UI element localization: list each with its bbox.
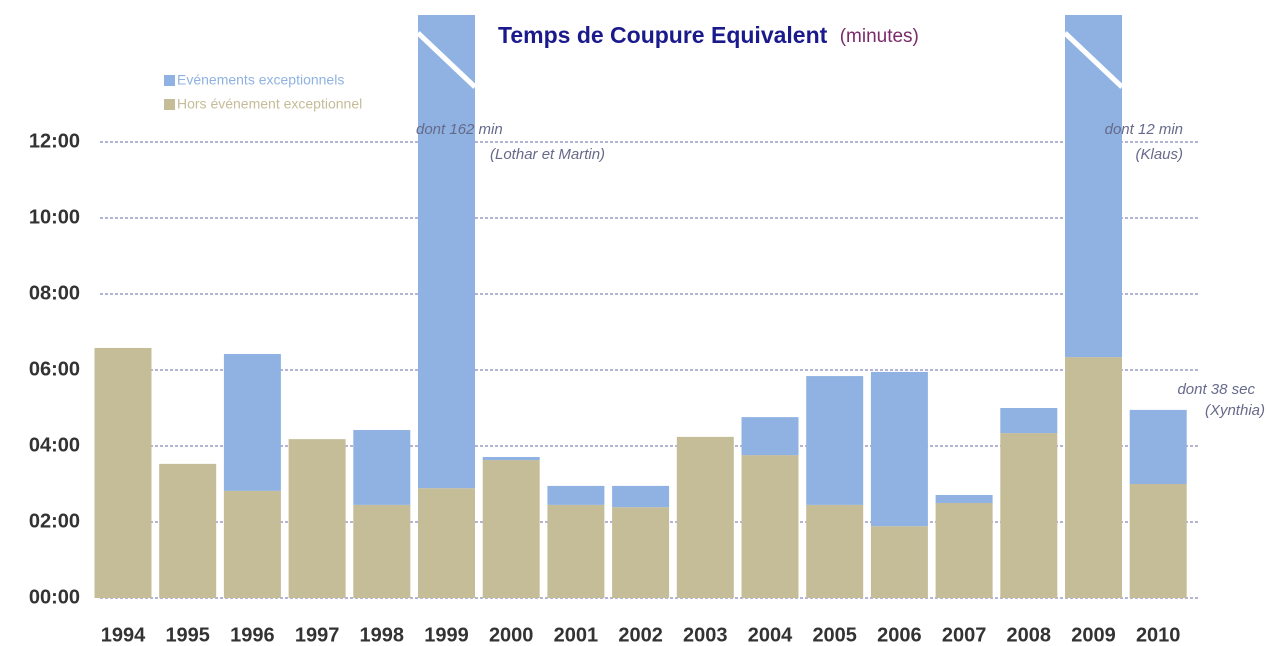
y-tick-label: 04:00 [29,434,80,456]
bar-segment [288,439,346,598]
bar-segment [547,504,605,598]
x-tick-label: 2007 [942,624,987,646]
x-tick-label: 1994 [101,624,146,646]
x-tick-label: 2008 [1007,624,1052,646]
bar-segment [870,371,928,527]
bar-segment [870,526,928,598]
bar-segment [806,376,864,505]
title: Temps de Coupure Equivalent [498,22,828,48]
x-tick-label: 1997 [295,624,340,646]
bar-segment [1065,15,1122,358]
bar-segment [482,460,540,598]
bar-segment [223,354,281,491]
chart-title: Temps de Coupure Equivalent (minutes) [498,22,919,48]
bar-segment [935,495,993,503]
annotation: (Lothar et Martin) [490,146,605,163]
bar-segment [482,457,540,461]
bar-segment [418,15,475,489]
x-tick-label: 2003 [683,624,728,646]
annotation: dont 38 sec [1177,381,1255,398]
legend-swatch [164,75,175,86]
bar-segment [547,485,605,505]
x-tick-label: 2006 [877,624,922,646]
bar-segment [612,507,670,598]
legend-label: Evénements exceptionnels [177,72,344,88]
x-tick-label: 2000 [489,624,534,646]
annotation: dont 162 min [416,121,503,138]
y-tick-label: 00:00 [29,586,80,608]
x-tick-label: 1995 [165,624,210,646]
bar-segment [1129,484,1187,598]
annotation: (Xynthia) [1205,402,1265,419]
subtitle: (minutes) [840,26,919,47]
legend-label: Hors événement exceptionnel [177,96,362,112]
axis-break [416,31,477,89]
x-tick-label: 2001 [554,624,599,646]
bar-segment [935,503,993,598]
bar-segment [223,490,281,598]
x-tick-label: 1999 [424,624,469,646]
bar-segment [418,488,475,598]
bar-segment [1000,433,1058,598]
y-tick-label: 06:00 [29,358,80,380]
x-tick-label: 2005 [812,624,857,646]
x-tick-label: 2002 [618,624,663,646]
y-tick-label: 02:00 [29,510,80,532]
bar-segment [1129,409,1187,484]
bar-segment [612,485,670,508]
bar-segment [94,347,152,598]
legend-swatch [164,99,175,110]
bar-segment [159,463,217,598]
annotation: (Klaus) [1135,146,1183,163]
y-tick-label: 12:00 [29,130,80,152]
x-tick-label: 1998 [360,624,405,646]
bar-segment [676,436,734,598]
axis-break [1063,31,1124,89]
y-tick-label: 08:00 [29,282,80,304]
bar-segment [1065,357,1122,598]
x-tick-label: 2009 [1071,624,1116,646]
bar-segment [741,455,799,598]
x-tick-label: 2004 [748,624,793,646]
bar-segment [353,504,411,598]
bar-segment [353,430,411,505]
x-tick-label: 1996 [230,624,275,646]
x-tick-label: 2010 [1136,624,1181,646]
bar-segment [1000,408,1058,434]
y-tick-label: 10:00 [29,206,80,228]
bar-segment [806,504,864,598]
bar-segment [741,417,799,456]
annotation: dont 12 min [1105,121,1183,138]
